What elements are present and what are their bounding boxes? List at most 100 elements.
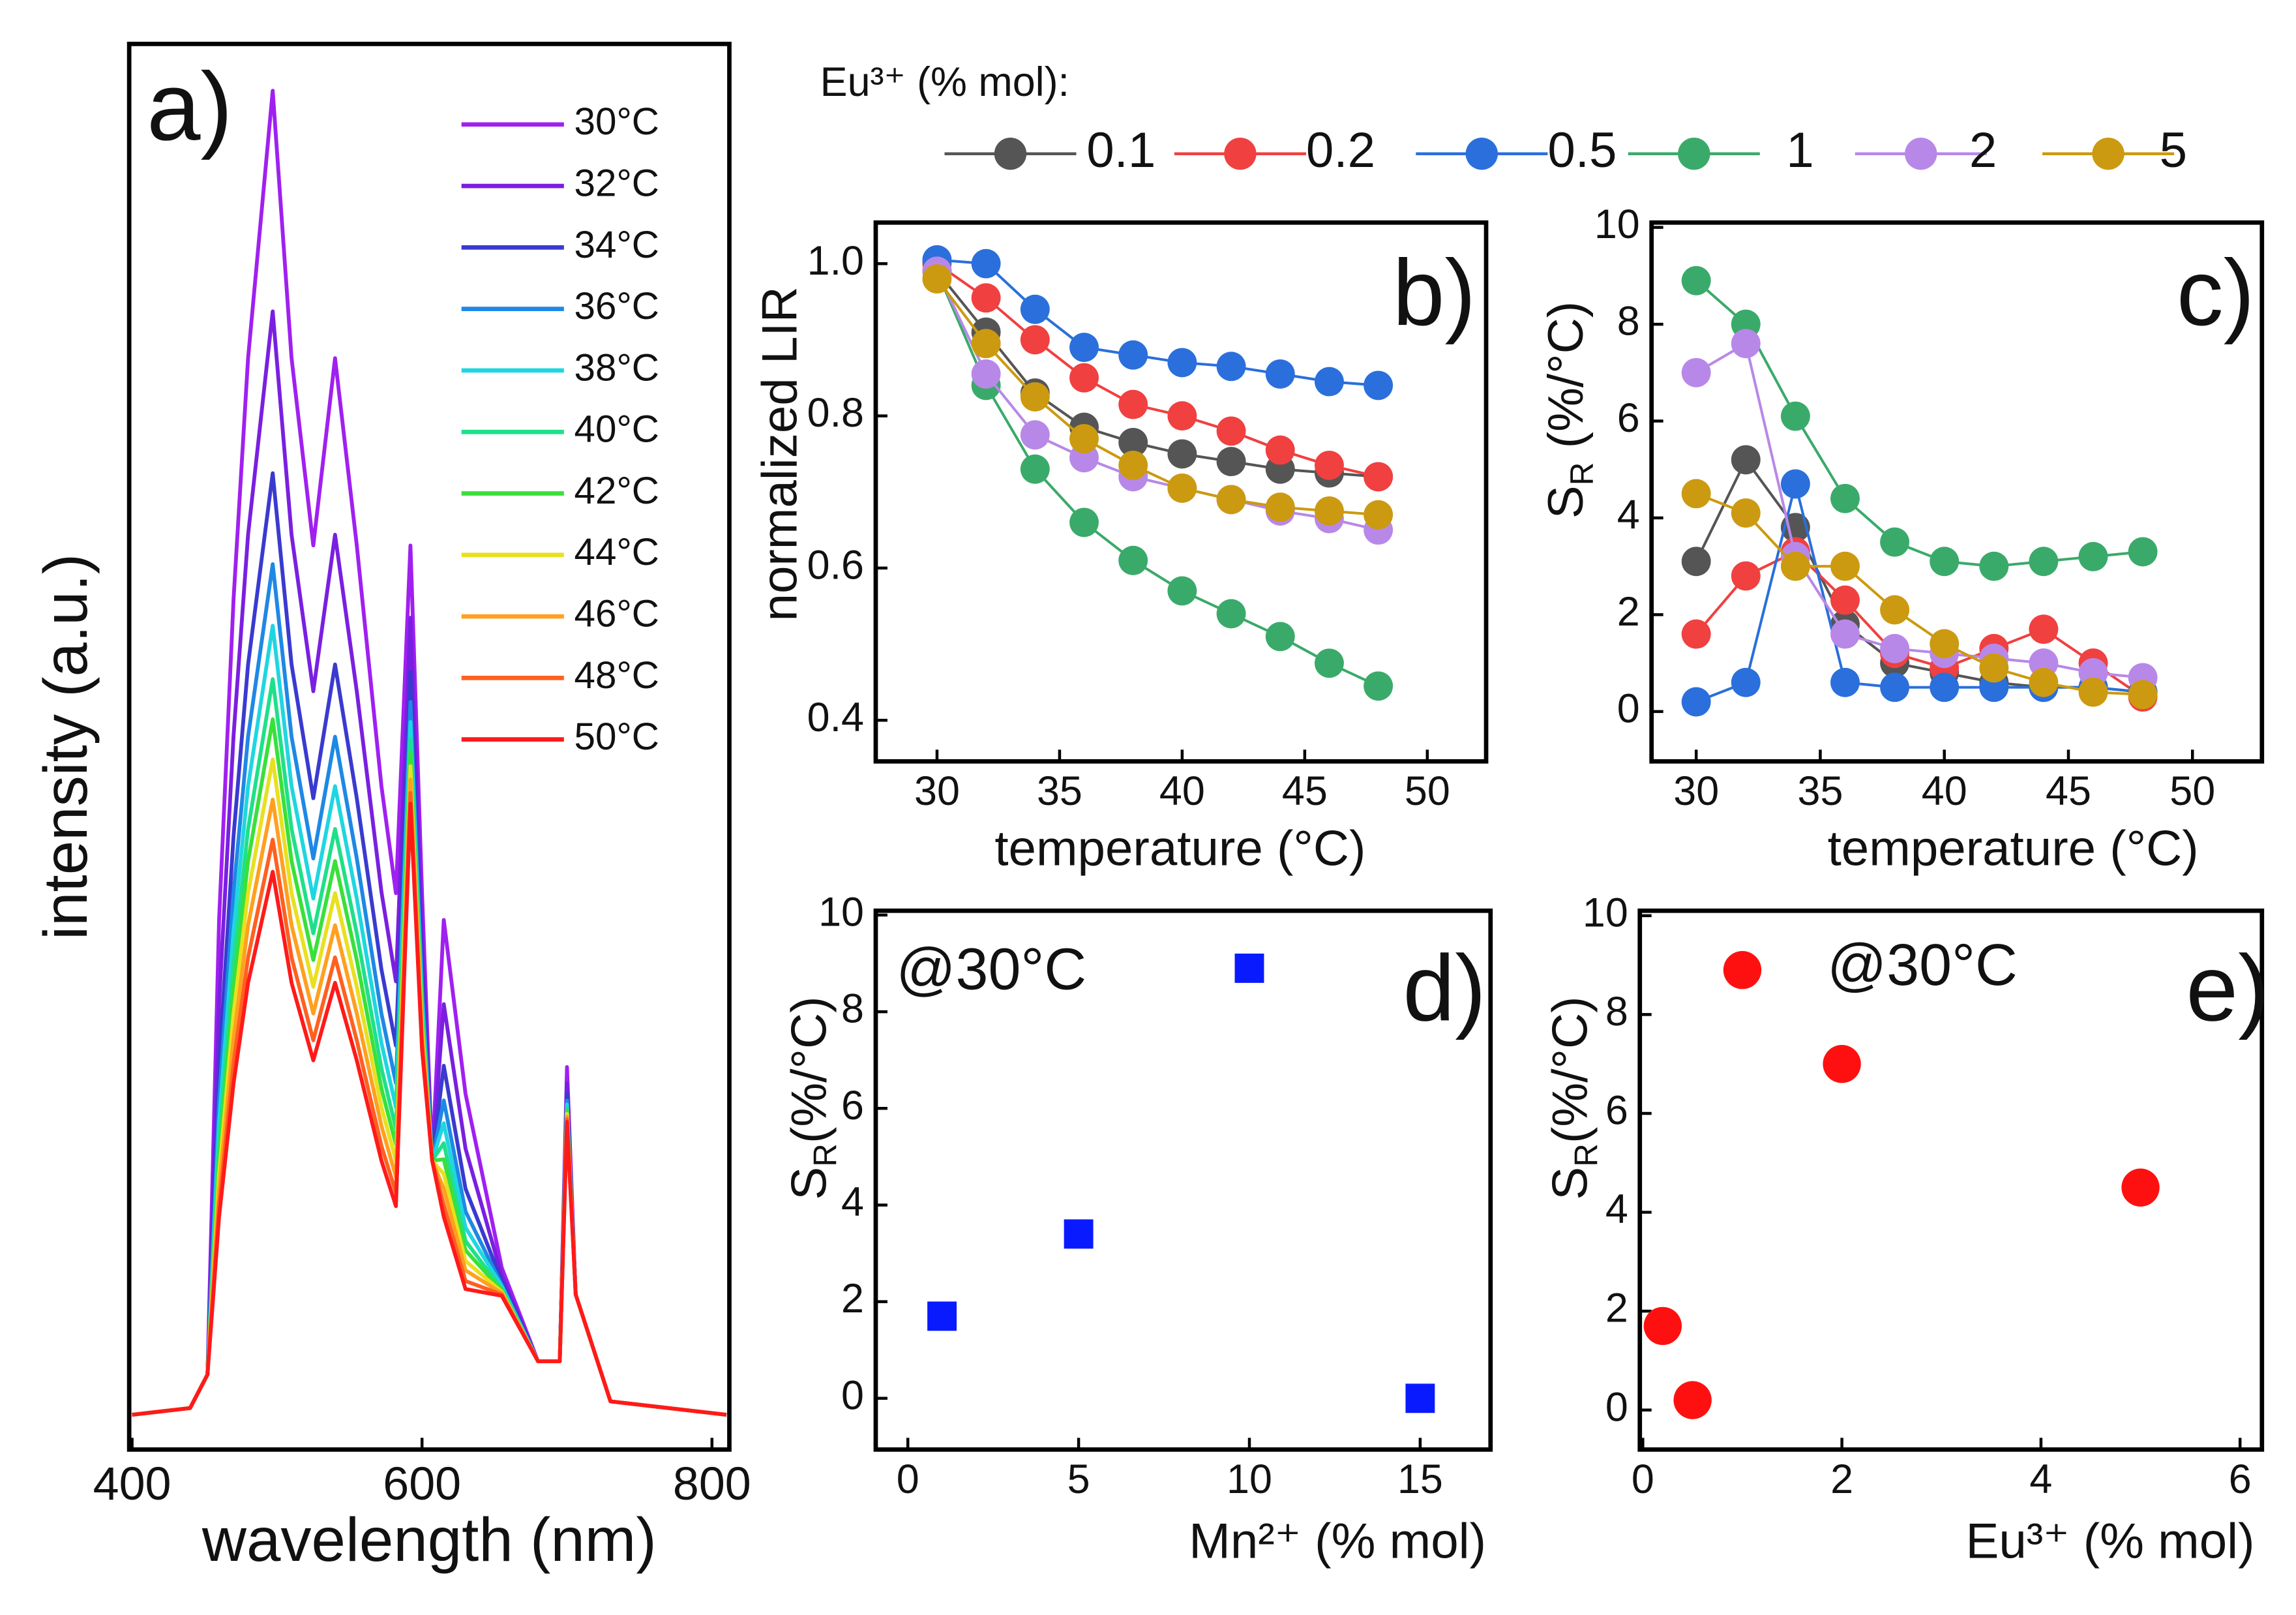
data-point	[1315, 367, 1344, 397]
y-tick-label: 10	[1583, 890, 1628, 935]
series-line	[936, 271, 1379, 532]
y-tick-label: 4	[841, 1179, 864, 1225]
data-point	[1265, 622, 1295, 652]
x-axis-label: Eu³⁺ (% mol)	[1965, 1513, 2254, 1569]
series-line	[1695, 342, 2143, 679]
legend-label: 32°C	[574, 162, 659, 205]
data-point	[1020, 382, 1050, 412]
x-tick-label: 800	[673, 1458, 751, 1510]
data-point	[1118, 545, 1148, 575]
data-point	[2029, 614, 2059, 644]
data-point	[1979, 551, 2009, 581]
y-axis-label: SR(%/°C)	[782, 996, 844, 1200]
x-tick-label: 40	[1159, 768, 1205, 814]
data-point	[1265, 435, 1295, 465]
data-point	[1830, 585, 1860, 615]
data-point	[1265, 492, 1295, 522]
data-point	[1167, 401, 1197, 431]
y-tick-label: 4	[1617, 492, 1640, 538]
data-point	[1405, 1383, 1435, 1413]
data-point	[1979, 653, 2009, 683]
x-tick-label: 2	[1830, 1457, 1853, 1502]
y-axis-label-sub: R	[807, 1143, 843, 1167]
data-point	[1216, 599, 1246, 629]
y-tick-label: 2	[841, 1276, 864, 1321]
data-point	[1681, 357, 1711, 387]
data-point	[1069, 333, 1099, 363]
series-line	[1695, 550, 2144, 699]
data-point	[1830, 619, 1860, 649]
panel-label: a)	[147, 53, 233, 160]
panel: 0 2 4 6 0 2 4 6 8 10 Eu³⁺ (% mol) SR(%/°C) e) @30°C	[1543, 890, 2269, 1569]
legend-marker	[994, 138, 1027, 170]
y-tick-label: 8	[1617, 299, 1640, 344]
data-point	[1930, 547, 1960, 577]
data-point	[1364, 500, 1394, 530]
x-tick-label: 5	[1067, 1457, 1090, 1502]
data-point	[1681, 619, 1711, 649]
panel-label: c)	[2177, 241, 2255, 345]
x-axis-label: wavelength (nm)	[201, 1505, 657, 1574]
data-point	[2128, 537, 2158, 567]
legend-label: 1	[1786, 123, 1813, 178]
data-point	[971, 359, 1001, 389]
data-point	[1780, 401, 1810, 431]
plot-frame	[873, 908, 1493, 1452]
data-point	[1681, 547, 1711, 577]
x-tick-label: 35	[1037, 768, 1082, 814]
legend-label: 34°C	[574, 224, 659, 266]
data-point	[1167, 439, 1197, 469]
x-tick-label: 10	[1227, 1457, 1272, 1502]
data-point	[1315, 450, 1344, 480]
x-tick-label: 50	[2169, 768, 2215, 814]
y-tick-label: 4	[1605, 1186, 1628, 1232]
panel: 30 35 40 45 50 0 2 4 6 8 10 temperature (°C) SR (%/°…	[1538, 202, 2265, 877]
panel-label: b)	[1393, 241, 1476, 345]
x-tick-label: 35	[1798, 768, 1843, 814]
legend-label: 38°C	[574, 346, 659, 389]
data-point	[1315, 648, 1344, 678]
data-point	[1118, 427, 1148, 457]
legend-label: 48°C	[574, 654, 659, 697]
data-point	[1364, 370, 1394, 400]
x-tick-label: 15	[1397, 1457, 1443, 1502]
y-axis-label-main: S	[1543, 1167, 1598, 1200]
data-point	[1643, 1306, 1682, 1346]
y-tick-label: 10	[818, 890, 864, 935]
y-tick-label: 0.8	[807, 390, 864, 436]
data-point	[1731, 445, 1761, 475]
series-line	[1695, 492, 2143, 696]
data-point	[1069, 507, 1099, 537]
data-point	[1216, 485, 1246, 515]
data-point	[971, 329, 1001, 359]
data-point	[1216, 352, 1246, 382]
data-point	[1780, 551, 1810, 581]
data-point	[922, 264, 952, 294]
x-tick-label: 45	[1282, 768, 1328, 814]
series-line	[936, 262, 1379, 478]
data-point	[971, 283, 1001, 313]
series-line	[936, 270, 1379, 478]
data-point	[1880, 672, 1910, 702]
x-tick-label: 30	[1673, 768, 1719, 814]
data-point	[1681, 265, 1711, 295]
panel: 400 600 800 wavelength (nm) intensity (a.u.)…	[31, 41, 751, 1574]
legend-label: 42°C	[574, 470, 659, 512]
legend-label: 50°C	[574, 716, 659, 758]
legend-label: 0.2	[1306, 123, 1375, 178]
data-point	[1723, 951, 1762, 989]
x-tick-label: 30	[914, 768, 960, 814]
y-tick-label: 1.0	[807, 238, 864, 284]
data-point	[1880, 527, 1910, 557]
x-tick-label: 0	[897, 1457, 919, 1502]
data-point	[1265, 359, 1295, 389]
legend-label: 5	[2160, 123, 2187, 178]
series-line	[936, 278, 1379, 517]
data-point	[1216, 416, 1246, 446]
data-point	[2078, 677, 2108, 707]
data-point	[1731, 667, 1761, 697]
y-axis-label-rest: (%/°C)	[782, 996, 837, 1143]
legend-label: 0.5	[1547, 123, 1617, 178]
data-point	[2029, 547, 2059, 577]
